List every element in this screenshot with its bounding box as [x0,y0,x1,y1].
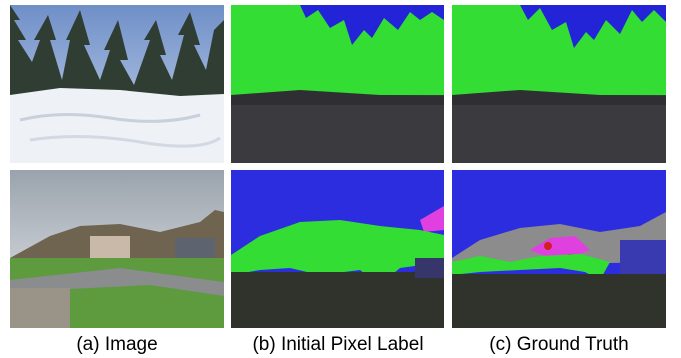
gt-house [452,170,666,328]
figure: (a) Image (b) Initial Pixel Label (c) Gr… [0,0,681,358]
caption: (c) Ground Truth [489,334,628,355]
gt-snow [452,5,666,163]
photo-snow [10,5,224,163]
page: (a) Image (b) Initial Pixel Label (c) Gr… [0,0,681,358]
caption: (b) Initial Pixel Label [252,334,423,355]
photo-house [10,170,224,328]
caption: (a) Image [76,334,157,355]
label-house [231,170,444,328]
label-snow [231,5,444,163]
